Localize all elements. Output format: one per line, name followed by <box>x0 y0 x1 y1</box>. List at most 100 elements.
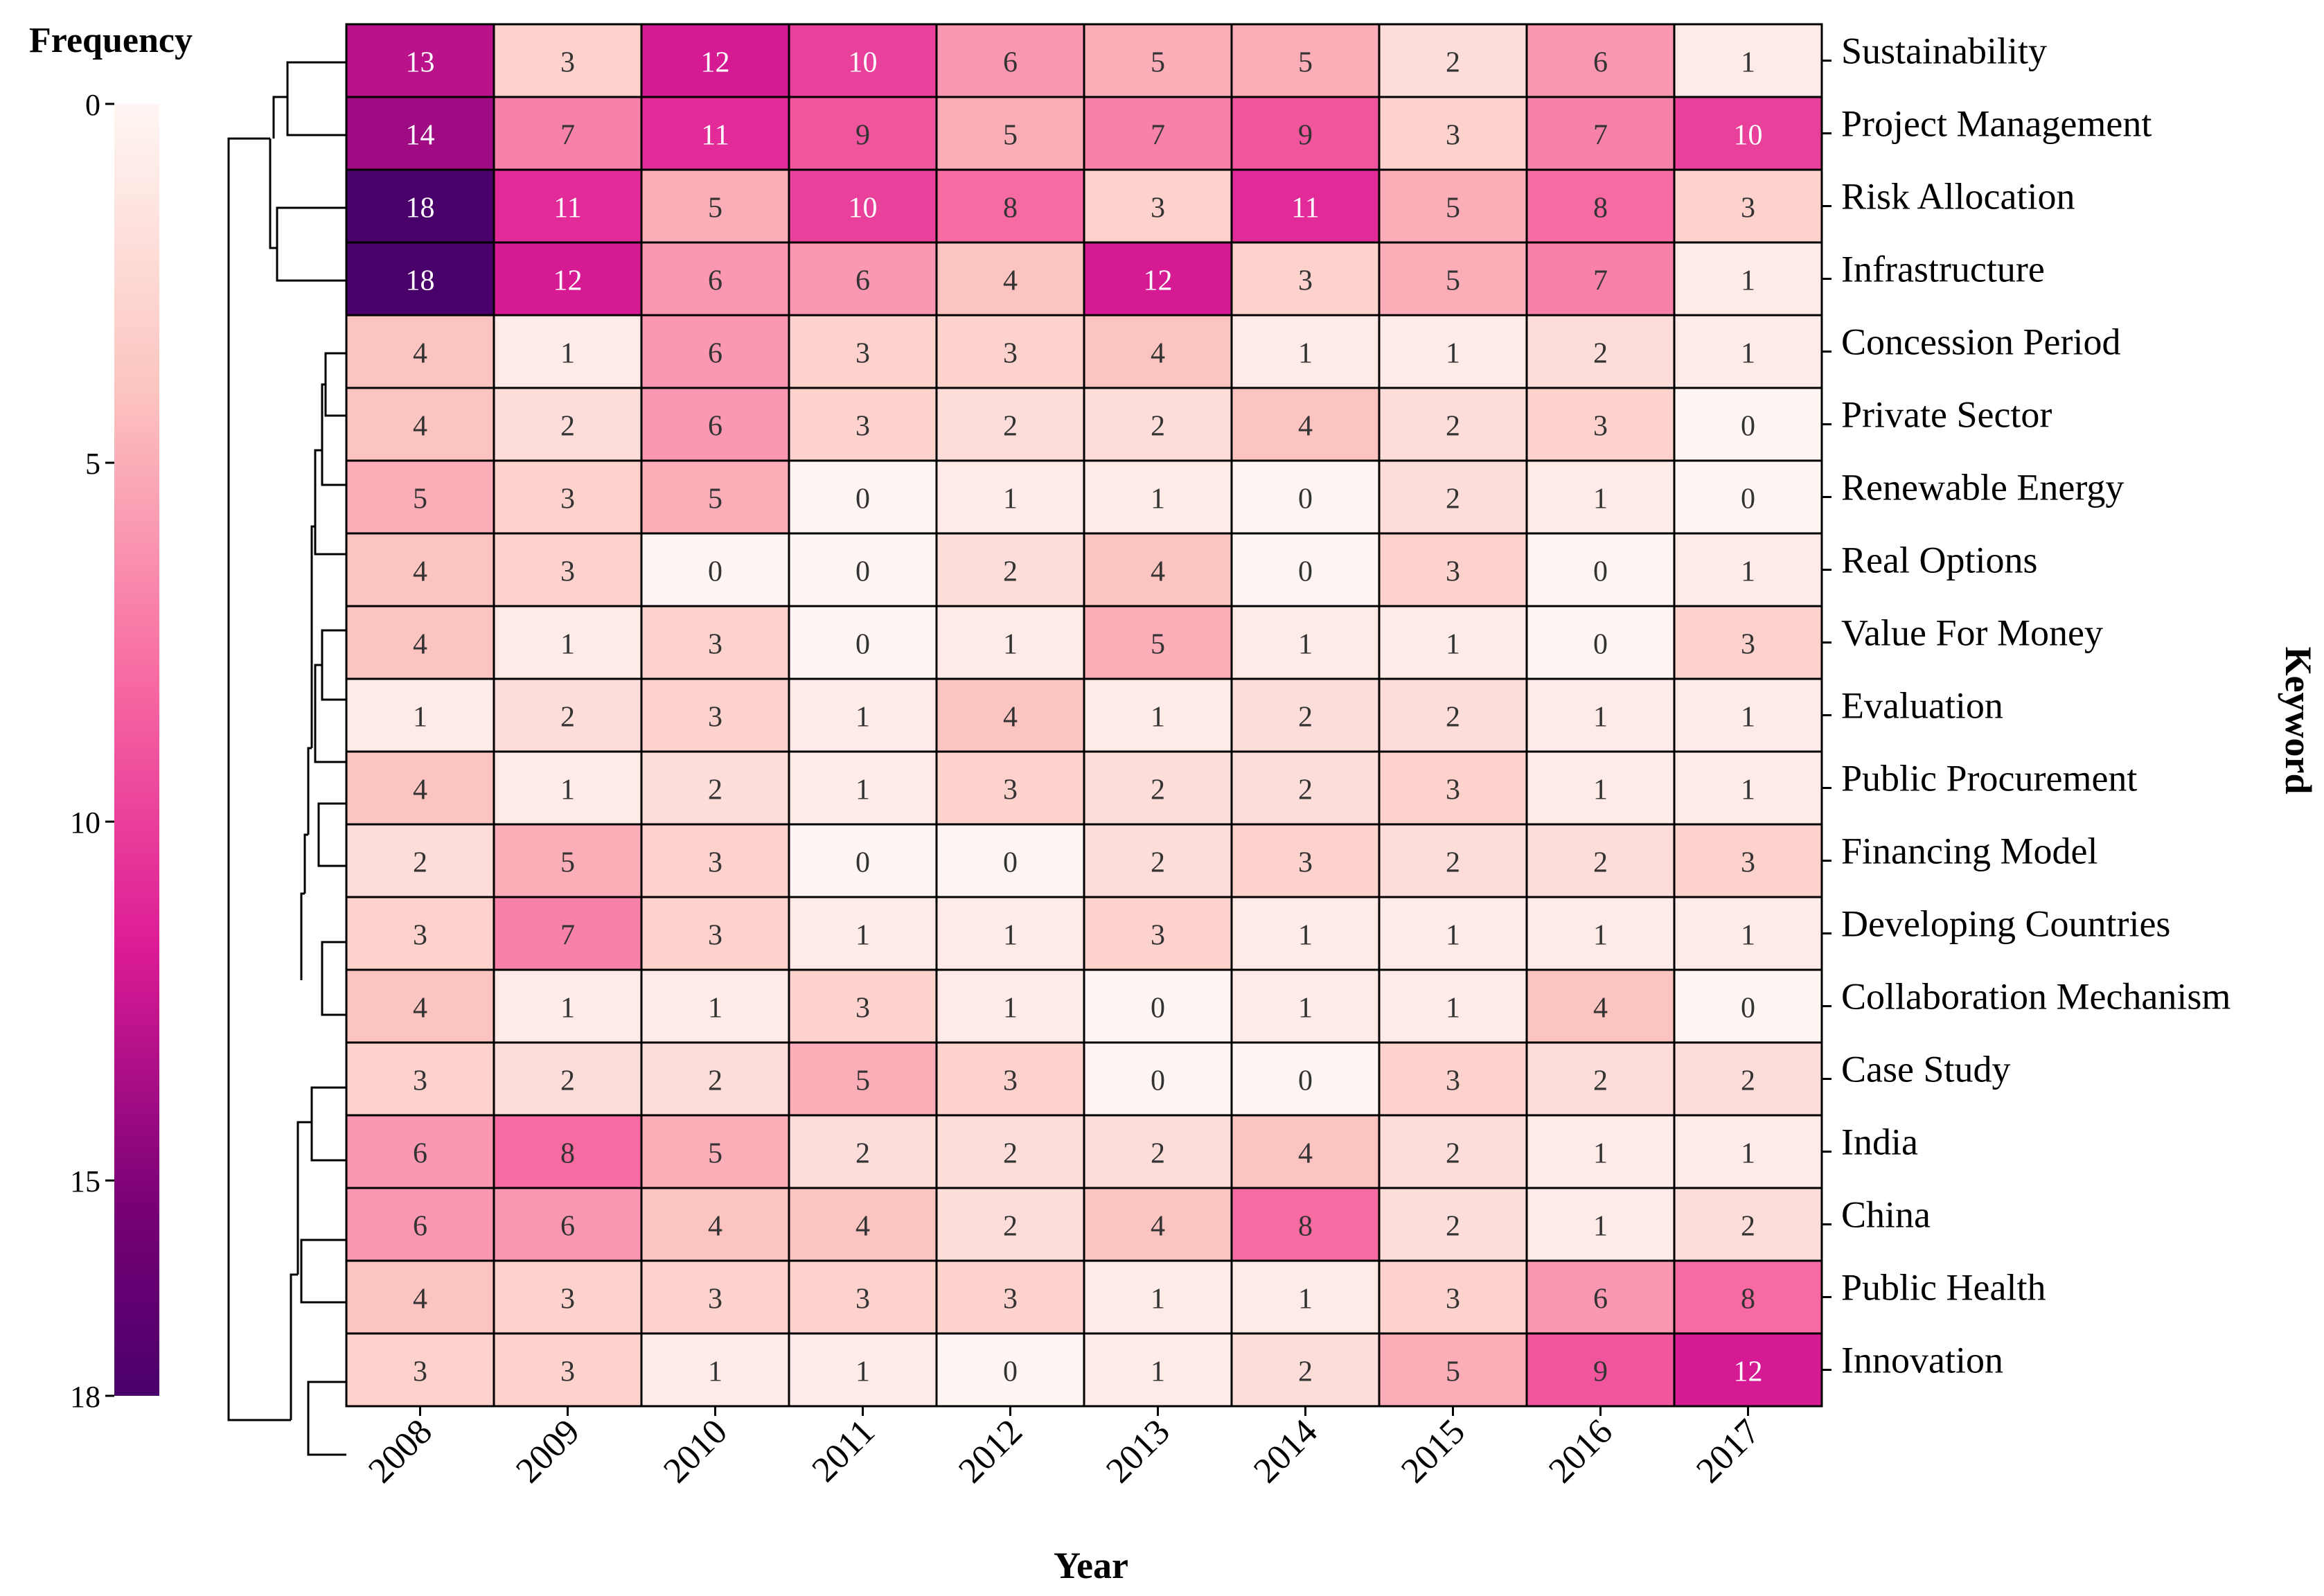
heatmap-cell <box>493 823 643 898</box>
heatmap-cell <box>788 968 938 1044</box>
column-label: 2014 <box>1246 1412 1325 1491</box>
cell-value-label: 3 <box>560 1284 575 1315</box>
colorbar-tick-label: 18 <box>70 1380 100 1414</box>
cell-value-label: 2 <box>1446 1211 1460 1243</box>
cell-value-label: 3 <box>413 1065 427 1097</box>
cell-value-label: 4 <box>1298 411 1313 443</box>
cell-value-label: 4 <box>1593 993 1608 1025</box>
cell-value-label: 8 <box>1593 193 1608 224</box>
column-label: 2017 <box>1689 1412 1768 1491</box>
cell-value-label: 6 <box>413 1211 427 1243</box>
cell-value-label: 13 <box>406 47 435 79</box>
row-label: Developing Countries <box>1841 903 2170 945</box>
row-label: Public Health <box>1841 1267 2046 1309</box>
heatmap-cell <box>1230 677 1381 753</box>
cell-value-label: 3 <box>708 847 722 879</box>
row-label: Infrastructure <box>1841 249 2045 290</box>
cell-value-label: 18 <box>406 193 435 224</box>
heatmap-cell <box>1525 241 1676 317</box>
heatmap-cell <box>1378 1332 1528 1408</box>
heatmap-cell <box>1083 314 1233 389</box>
cell-value-label: 3 <box>560 484 575 515</box>
heatmap-cell <box>345 823 495 898</box>
heatmap-cell <box>788 1114 938 1189</box>
cell-value-label: 1 <box>855 920 870 952</box>
cell-value-label: 1 <box>1741 556 1755 588</box>
cell-value-label: 6 <box>708 265 722 297</box>
heatmap-cell <box>493 96 643 171</box>
cell-value-label: 1 <box>1593 920 1608 952</box>
cell-value-label: 0 <box>855 629 870 661</box>
cell-value-label: 4 <box>1151 338 1165 370</box>
heatmap-cell <box>788 605 938 680</box>
heatmap-cell <box>1673 823 1823 898</box>
cell-value-label: 5 <box>560 847 575 879</box>
colorbar-tick-label: 10 <box>70 806 100 840</box>
cell-value-label: 8 <box>1741 1284 1755 1315</box>
cell-value-label: 2 <box>1151 847 1165 879</box>
heatmap-cell <box>1083 532 1233 608</box>
heatmap-cell <box>935 1332 1085 1408</box>
cell-value-label: 3 <box>855 338 870 370</box>
cell-value-label: 0 <box>855 484 870 515</box>
heatmap-cell <box>1673 241 1823 317</box>
row-dendrogram <box>227 61 346 1456</box>
cell-value-label: 6 <box>1593 1284 1608 1315</box>
heatmap-cell <box>788 1041 938 1117</box>
heatmap-cell <box>1378 823 1528 898</box>
cell-value-label: 1 <box>1446 920 1460 952</box>
heatmap-cell <box>1673 968 1823 1044</box>
cell-value-label: 0 <box>1593 629 1608 661</box>
cell-value-label: 1 <box>1741 774 1755 806</box>
cell-value-label: 10 <box>1734 120 1763 152</box>
heatmap-cell <box>493 387 643 462</box>
cell-value-label: 2 <box>1446 47 1460 79</box>
column-label: 2015 <box>1394 1412 1473 1491</box>
heatmap-cell <box>935 1114 1085 1189</box>
cell-value-label: 0 <box>1298 556 1313 588</box>
colorbar-tick-label: 15 <box>70 1164 100 1198</box>
cell-value-label: 5 <box>1151 629 1165 661</box>
heatmap-cell <box>1083 677 1233 753</box>
cell-value-label: 1 <box>1003 629 1018 661</box>
cell-value-label: 1 <box>1593 702 1608 734</box>
dendrogram-branch <box>272 61 346 139</box>
cell-value-label: 14 <box>406 120 435 152</box>
heatmap-cell <box>345 23 495 98</box>
cell-value-label: 5 <box>1003 120 1018 152</box>
cell-value-label: 2 <box>855 1138 870 1170</box>
cell-value-label: 4 <box>413 556 427 588</box>
heatmap-cell <box>1525 387 1676 462</box>
cell-value-label: 6 <box>708 338 722 370</box>
dendrogram-branch <box>314 352 346 556</box>
row-label: Real Options <box>1841 540 2037 581</box>
row-label: Innovation <box>1841 1340 2003 1381</box>
cell-value-label: 10 <box>849 47 878 79</box>
heatmap-cell <box>1378 677 1528 753</box>
cell-value-label: 2 <box>560 702 575 734</box>
cell-value-label: 2 <box>1003 1211 1018 1243</box>
x-axis-title: Year <box>1054 1545 1128 1586</box>
heatmap-cell <box>493 1332 643 1408</box>
heatmap-cell <box>935 459 1085 535</box>
cell-value-label: 3 <box>708 920 722 952</box>
cell-value-label: 6 <box>708 411 722 443</box>
heatmap-cell <box>788 677 938 753</box>
heatmap-cell <box>345 968 495 1044</box>
heatmap-cell <box>1230 1332 1381 1408</box>
column-label: 2013 <box>1099 1412 1178 1491</box>
heatmap-cell <box>640 1187 790 1262</box>
cell-value-label: 1 <box>1593 1138 1608 1170</box>
heatmap-cell <box>345 387 495 462</box>
heatmap-cell <box>345 459 495 535</box>
cell-value-label: 6 <box>560 1211 575 1243</box>
cell-value-label: 3 <box>560 47 575 79</box>
cell-value-label: 2 <box>1446 1138 1460 1170</box>
cell-value-label: 2 <box>1446 411 1460 443</box>
cell-value-label: 2 <box>1151 411 1165 443</box>
cell-value-label: 3 <box>708 1284 722 1315</box>
heatmap-cell <box>640 168 790 244</box>
dendrogram-branch <box>227 177 346 1456</box>
heatmap-cell <box>1525 1259 1676 1335</box>
